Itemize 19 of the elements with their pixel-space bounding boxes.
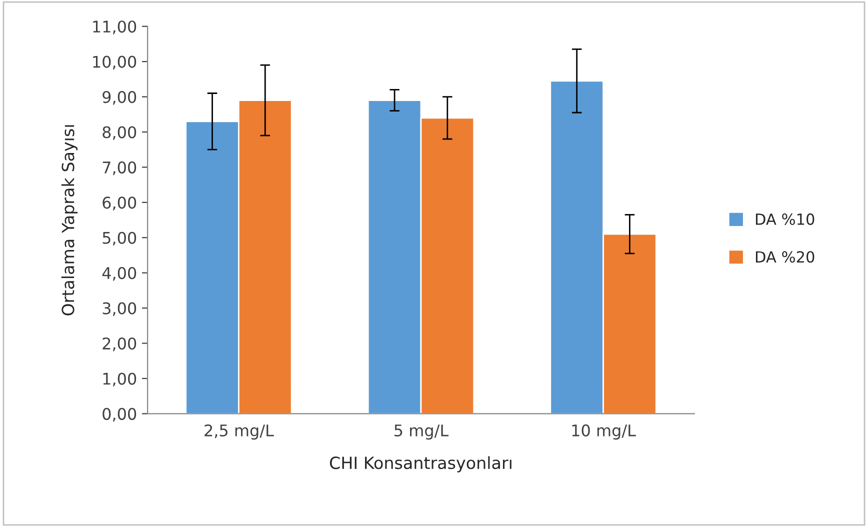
y-axis-title: Ortalama Yaprak Sayısı — [61, 125, 78, 316]
x-axis-title: CHI Konsantrasyonları — [330, 456, 512, 472]
y-tick-label: 6,00 — [102, 196, 136, 210]
y-tick-label: 7,00 — [102, 161, 136, 176]
y-tick-label: 10,00 — [93, 56, 136, 70]
x-tick-label: 2,5 mg/L — [204, 424, 274, 440]
y-tick-label: 1,00 — [103, 372, 136, 386]
y-tick-label: 3,00 — [102, 302, 136, 316]
legend-label: DA %20 — [756, 251, 814, 263]
y-tick-label: 5,00 — [102, 232, 136, 246]
y-tick-label: 8,00 — [102, 126, 136, 140]
y-tick-label: 4,00 — [102, 267, 136, 281]
y-tick-label: 0,00 — [102, 408, 136, 422]
x-tick-label: 10 mg/L — [572, 424, 636, 440]
x-tick-label: 5 mg/L — [394, 424, 448, 440]
y-tick-label: 11,00 — [93, 20, 136, 34]
y-tick-label: 2,00 — [102, 337, 136, 352]
legend-label: DA %10 — [756, 213, 814, 225]
y-tick-label: 9,00 — [102, 90, 136, 105]
